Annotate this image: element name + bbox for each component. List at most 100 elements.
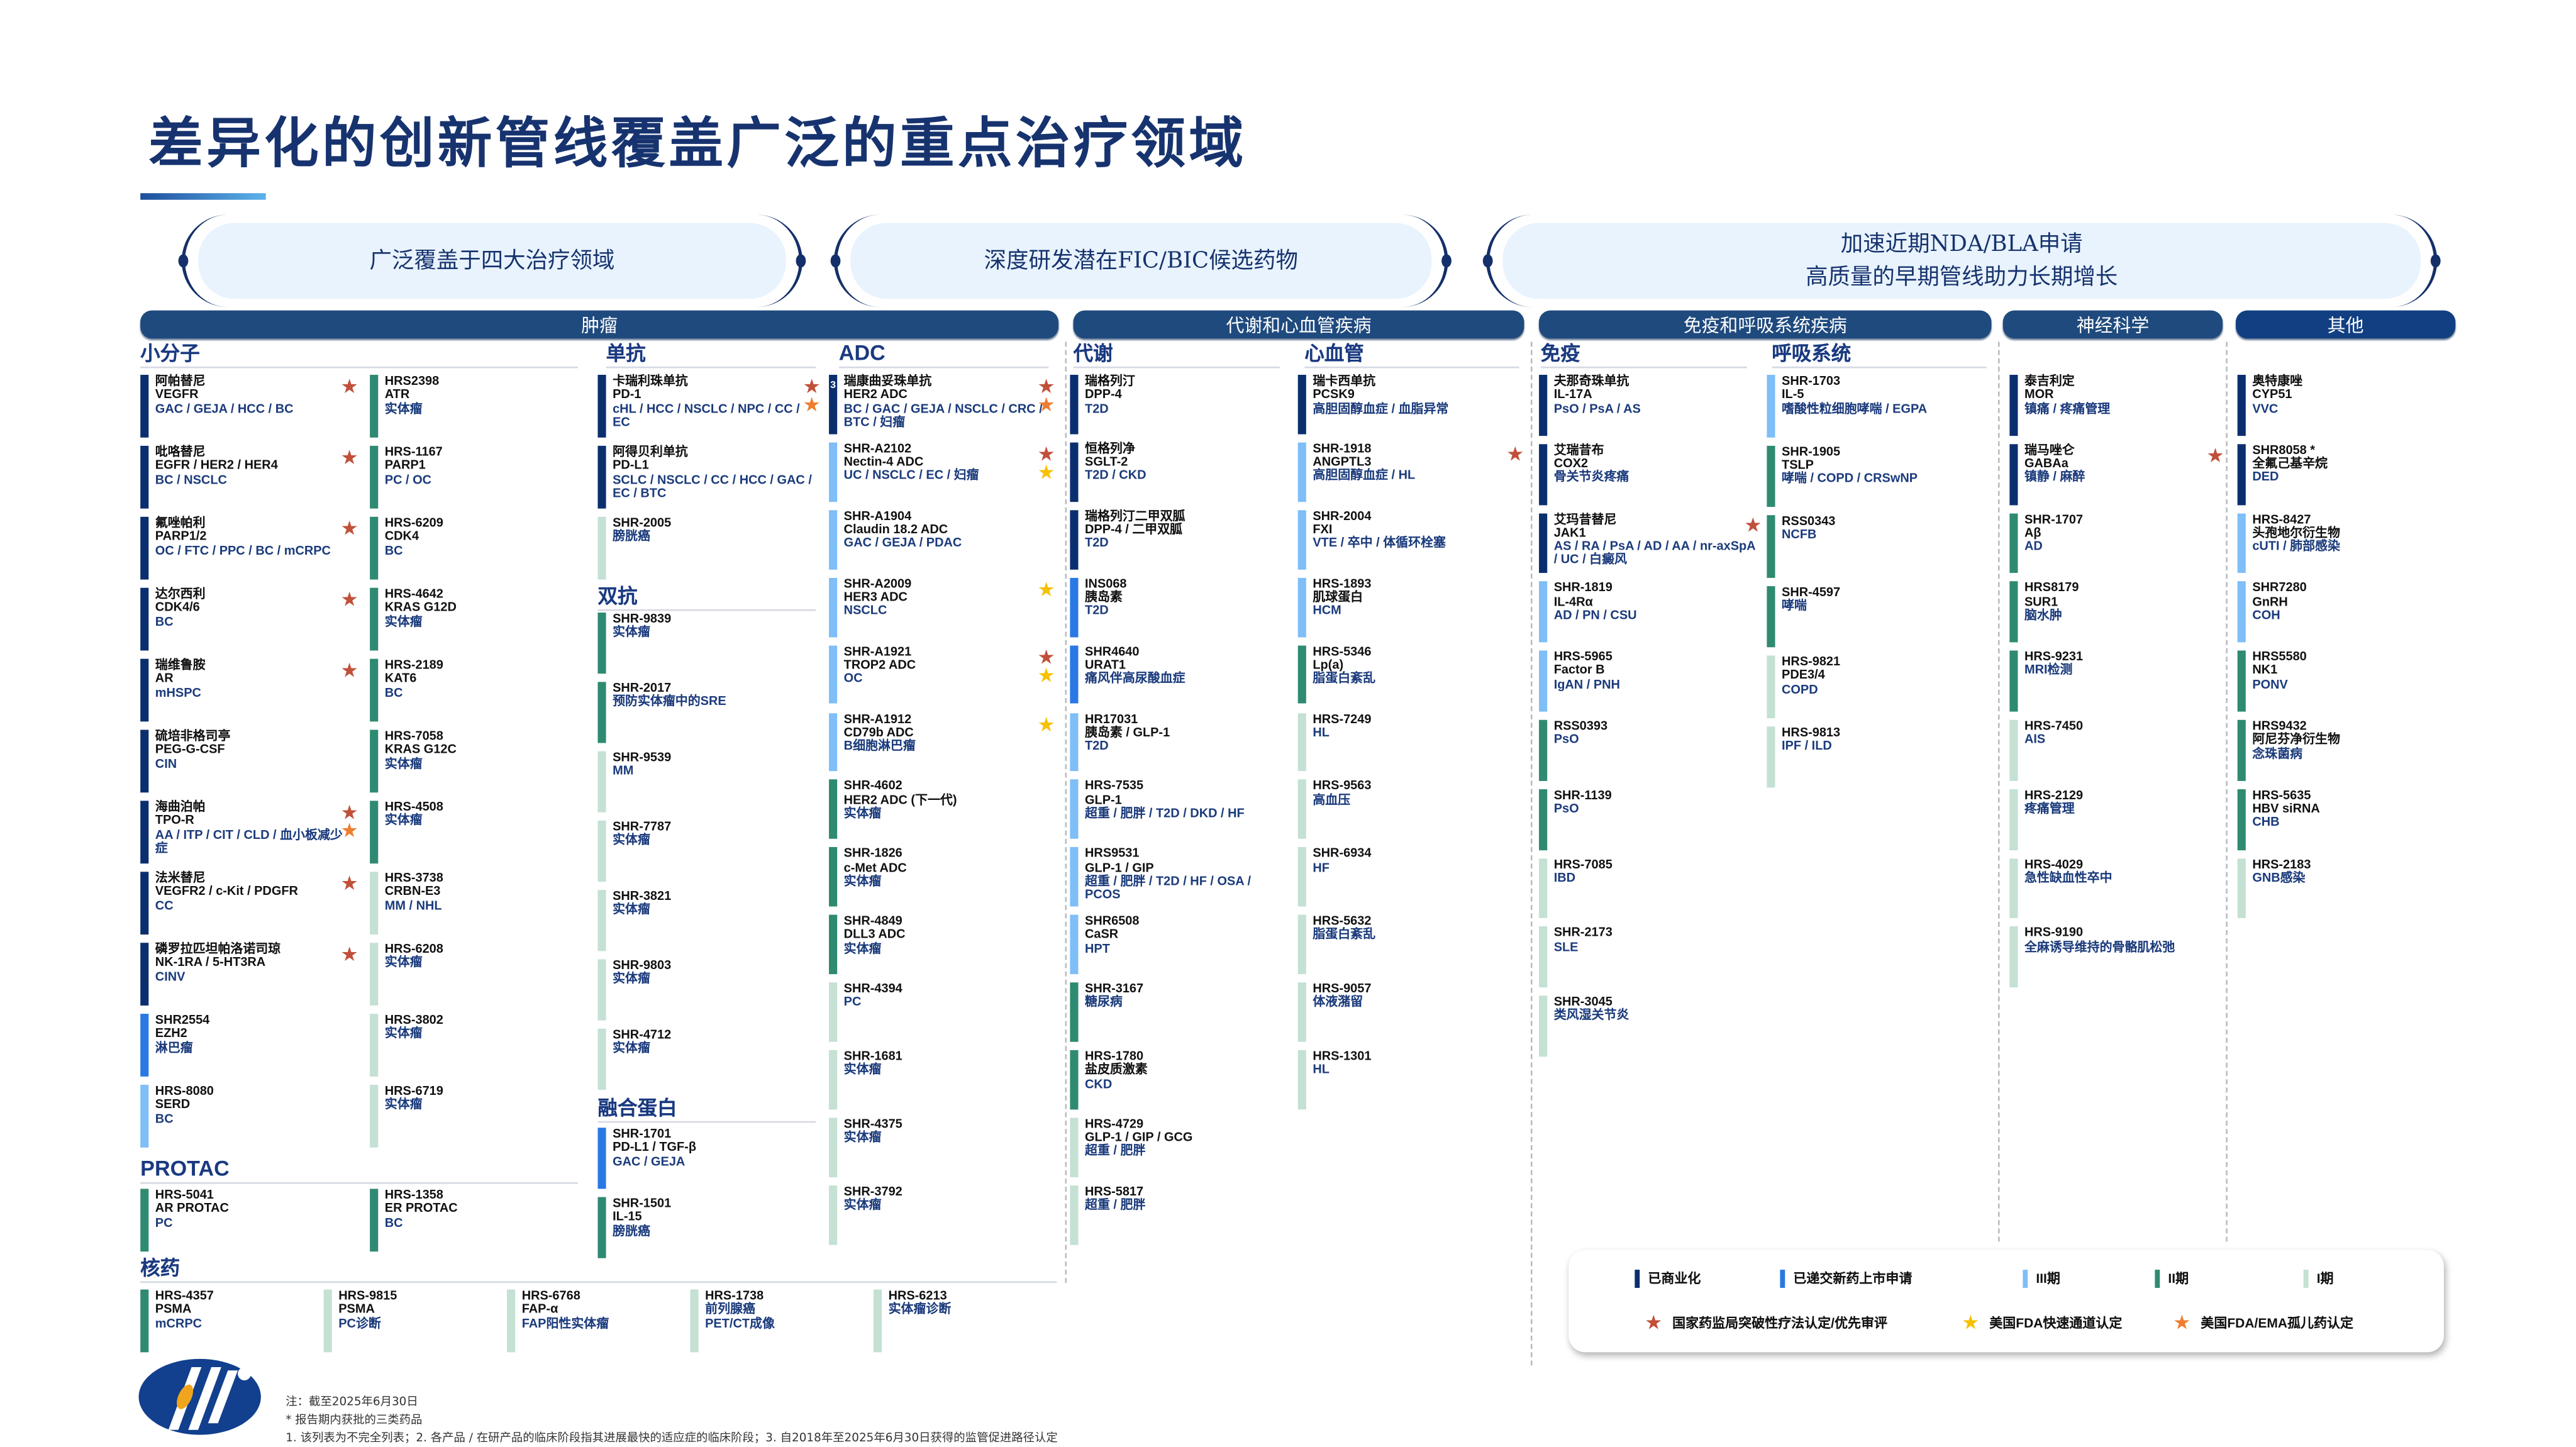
- stage-bar: [829, 1117, 838, 1177]
- drug-name: SHR-4712: [613, 1027, 672, 1042]
- pipeline-card: HRS-3802 实体瘤: [370, 1012, 576, 1077]
- pipeline-card: HRS-2183 GNB感染: [2237, 857, 2449, 919]
- pipeline-card: INS068 胰岛素 T2D: [1070, 576, 1288, 637]
- pipeline-card: HRS-4508 实体瘤: [370, 799, 576, 864]
- stage-bar: [1767, 445, 1775, 507]
- drug-indication: NSCLC: [843, 603, 887, 618]
- stage-bar: [370, 1189, 379, 1252]
- drug-target: VEGFR2 / c-Kit / PDGFR: [155, 884, 298, 899]
- heading-cardio: 心血管: [1304, 341, 1519, 369]
- stage-bar: [140, 445, 149, 509]
- pipeline-card: HRS5580 NK1 PONV: [2237, 650, 2449, 712]
- drug-indication: 镇痛 / 疼痛管理: [2024, 400, 2111, 416]
- drug-indication: PET/CT成像: [705, 1315, 775, 1331]
- drug-name: 阿帕替尼: [155, 373, 206, 389]
- pipeline-card: 吡咯替尼 EGFR / HER2 / HER4 BC / NSCLC ★: [140, 445, 358, 509]
- drug-target: GLP-1 / GIP / GCG: [1085, 1129, 1193, 1145]
- designation-star-icon: ★: [802, 392, 821, 416]
- drug-target: SERD: [155, 1097, 191, 1112]
- legend-label: 美国FDA/EMA孤儿药认定: [2201, 1315, 2354, 1330]
- drug-name: SHR-3045: [1553, 994, 1613, 1009]
- stage-bar: [2009, 926, 2018, 988]
- drug-target: CRBN-E3: [384, 884, 441, 899]
- stage-bar: [1297, 780, 1306, 840]
- heading-bsab: 双抗: [597, 584, 816, 611]
- designation-star-icon: ★: [2206, 443, 2224, 467]
- drug-target: TPO-R: [155, 812, 194, 828]
- drug-indication: PsO: [1553, 801, 1579, 816]
- highlight-pill-1: 广泛覆盖于四大治疗领域: [178, 214, 806, 308]
- drug-name: SHR-2005: [613, 515, 672, 530]
- drug-indication: VVC: [2252, 400, 2279, 416]
- drug-name: SHR-A1904: [843, 508, 912, 523]
- drug-name: 艾瑞昔布: [1553, 442, 1604, 457]
- stage-bar: [1539, 650, 1548, 712]
- drug-indication: UC / NSCLC / EC / 妇瘤: [843, 468, 979, 483]
- drug-target: PSMA: [338, 1301, 375, 1317]
- drug-indication: HL: [1313, 1062, 1330, 1077]
- pipeline-card: SHR-3821 实体瘤: [597, 889, 817, 951]
- drug-target: PARP1: [384, 458, 426, 473]
- highlight-pill-2: 深度研发潜在FIC/BIC候选药物: [830, 214, 1452, 308]
- drug-target: PARP1/2: [155, 528, 207, 544]
- stage-bar: [1767, 725, 1775, 788]
- pipeline-card: HRS-9813 IPF / ILD: [1767, 724, 1986, 788]
- pipeline-card: HRS-8080 SERD BC: [140, 1084, 355, 1148]
- pipeline-card: SHR-A2102 Nectin-4 ADC UC / NSCLC / EC / 妇…: [829, 441, 1055, 502]
- drug-indication: HPT: [1085, 941, 1110, 956]
- category-metabolic-cardio: 代谢和心血管疾病: [1073, 310, 1524, 339]
- drug-name: SHR-1139: [1553, 787, 1612, 802]
- drug-name: HRS9531: [1085, 846, 1140, 861]
- drug-indication: SLE: [1553, 939, 1579, 954]
- drug-name: SHR-1918: [1313, 440, 1372, 456]
- drug-indication: T2D / CKD: [1085, 468, 1146, 483]
- heading-fusion-protein: 融合蛋白: [597, 1096, 816, 1123]
- drug-name: 恒格列净: [1085, 440, 1135, 456]
- drug-target: DLL3 ADC: [843, 927, 906, 942]
- pipeline-card: SHR-9539 MM: [597, 750, 817, 812]
- pill-dot-icon: [830, 254, 841, 268]
- pipeline-card: HRS-5632 脂蛋白紊乱: [1297, 914, 1521, 975]
- legend-label: 美国FDA快速通道认定: [1989, 1315, 2123, 1330]
- pipeline-card: SHR-7787 实体瘤: [597, 819, 817, 882]
- pill-dot-icon: [1482, 254, 1493, 268]
- drug-name: HRS-6213: [888, 1287, 947, 1303]
- drug-indication: 淋巴瘤: [155, 1040, 193, 1055]
- drug-name: HRS-1893: [1313, 575, 1372, 591]
- drug-indication: 糖尿病: [1085, 994, 1123, 1010]
- pipeline-card: HRS-9815 PSMA PC诊断: [323, 1288, 497, 1353]
- drug-indication: PC诊断: [338, 1315, 381, 1331]
- drug-indication: IgAN / PNH: [1553, 676, 1620, 692]
- stage-bar: [2237, 789, 2246, 850]
- drug-target: DPP-4 / 二甲双胍: [1085, 521, 1183, 537]
- drug-indication: 超重 / 肥胖: [1085, 1197, 1146, 1212]
- drug-indication: 脂蛋白紊乱: [1313, 670, 1376, 686]
- drug-indication: OC / FTC / PPC / BC / mCRPC: [155, 542, 331, 558]
- drug-name: HRS-8427: [2252, 511, 2311, 526]
- pipeline-card: SHR-A1912 CD79b ADC B细胞淋巴瘤 ★: [829, 711, 1055, 772]
- pipeline-card: SHR-1501 IL-15 膀胱癌: [597, 1195, 817, 1258]
- drug-target: HER3 ADC: [843, 589, 908, 604]
- stage-bar: [829, 1185, 838, 1245]
- pipeline-card: HRS-5041 AR PROTAC PC: [140, 1187, 347, 1252]
- pipeline-card: 夫那奇珠单抗 IL-17A PsO / PsA / AS: [1539, 374, 1758, 436]
- heading-protac: PROTAC: [140, 1156, 578, 1184]
- stage-bar: [829, 847, 838, 907]
- drug-name: HRS-4029: [2024, 856, 2084, 872]
- drug-target: PD-L1: [613, 458, 649, 473]
- drug-indication: 实体瘤: [613, 624, 650, 640]
- drug-name: HRS-5965: [1553, 649, 1613, 664]
- drug-target: IL-15: [613, 1209, 642, 1224]
- pipeline-card: 海曲泊帕 TPO-R AA / ITP / CIT / CLD / 血小板减少症 ★ ★: [140, 799, 358, 864]
- star-icon: ★: [1962, 1311, 1980, 1334]
- drug-target: JAK1: [1553, 524, 1586, 540]
- drug-indication: DED: [2252, 469, 2279, 485]
- drug-target: Claudin 18.2 ADC: [843, 521, 948, 537]
- stage-bar: [370, 1014, 379, 1077]
- stage-bar: [829, 982, 838, 1042]
- drug-indication: T2D: [1085, 738, 1109, 753]
- pipeline-card: HRS-9057 体液潴留: [1297, 981, 1521, 1042]
- stage-bar: [370, 587, 379, 651]
- drug-target: 阿尼芬净衍生物: [2252, 731, 2340, 747]
- pipeline-card: HRS-9190 全麻诱导维持的骨骼肌松弛: [2009, 926, 2221, 988]
